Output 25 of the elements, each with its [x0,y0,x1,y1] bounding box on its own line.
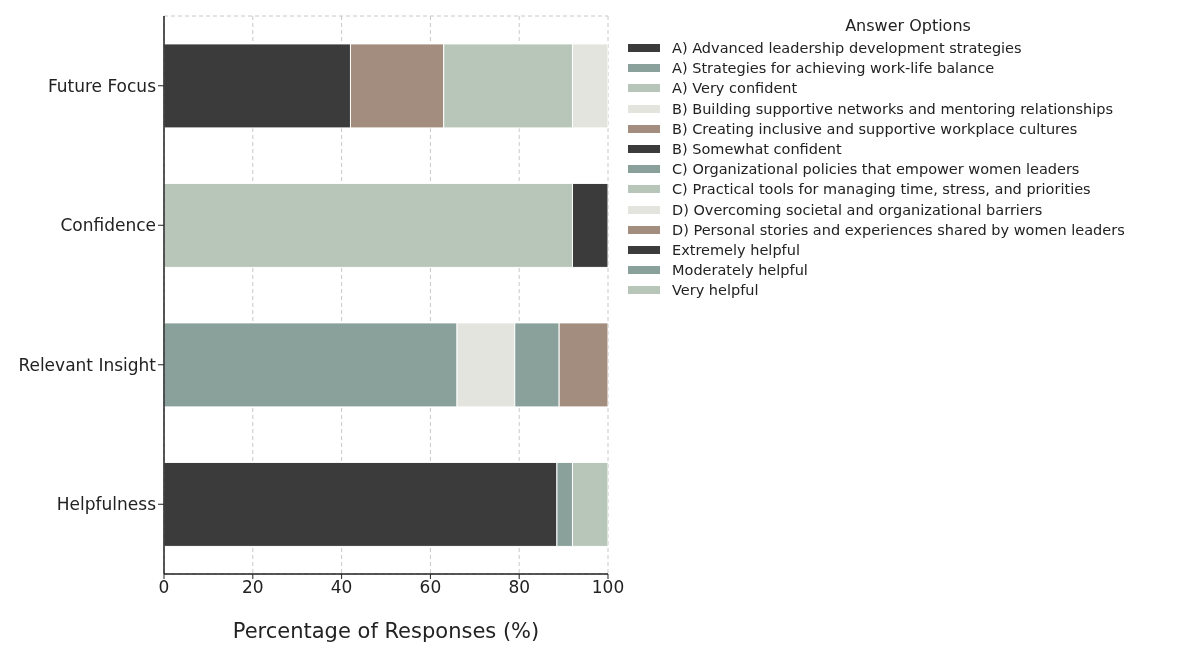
legend-label: B) Creating inclusive and supportive workplace cultures [672,120,1078,137]
x-tick-label: 80 [508,577,531,598]
legend-label: B) Building supportive networks and mentoring relationships [672,100,1113,117]
legend-label: Extremely helpful [672,241,800,258]
legend-title: Answer Options [844,16,972,35]
legend-label: C) Practical tools for managing time, stress, and priorities [672,181,1091,198]
x-tick-label: 60 [419,577,442,598]
x-tick-label: 40 [330,577,353,598]
legend-label: A) Strategies for achieving work-life balance [672,60,995,77]
legend-label: A) Very confident [672,80,798,97]
x-tick-label: 0 [158,577,170,598]
x-axis-title: Percentage of Responses (%) [232,619,540,643]
legend-label: D) Personal stories and experiences shared by women leaders [672,221,1125,238]
y-tick-label: Confidence [60,215,156,236]
y-tick-label: Helpfulness [56,494,157,515]
legend-label: Very helpful [672,282,759,299]
legend-label: C) Organizational policies that empower women leaders [672,161,1080,178]
legend-label: Moderately helpful [672,262,808,279]
y-tick-label: Future Focus [47,75,157,96]
legend-label: B) Somewhat confident [672,141,842,158]
x-tick-label: 100 [591,577,625,598]
y-tick-label: Relevant Insight [18,354,157,375]
x-tick-label: 20 [241,577,264,598]
legend-label: D) Overcoming societal and organizational barriers [672,201,1043,218]
legend-label: A) Advanced leadership development strategies [672,40,1022,57]
